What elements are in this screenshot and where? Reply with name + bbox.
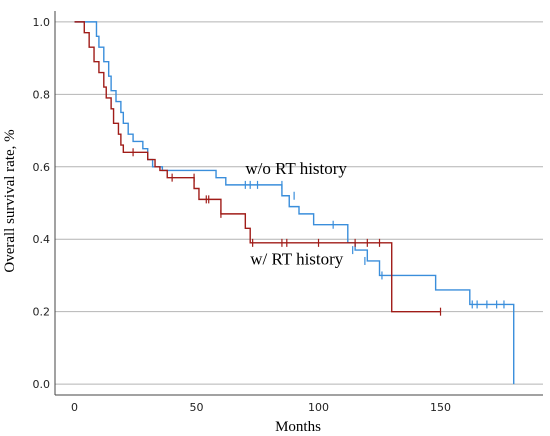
y-axis-title: Overall survival rate, % bbox=[2, 129, 18, 272]
x-tick-label: 150 bbox=[430, 401, 451, 414]
grid-lines bbox=[55, 21, 543, 385]
annotations: w/o RT history w/ RT history bbox=[245, 159, 347, 269]
y-tick-label: 0.0 bbox=[33, 378, 51, 391]
y-tick-label: 0.6 bbox=[33, 161, 51, 174]
y-tick-label: 0.8 bbox=[33, 88, 51, 101]
series-line-w-o-rt-history bbox=[74, 21, 515, 385]
series-line-w-rt-history bbox=[74, 21, 441, 313]
y-tick-label: 0.2 bbox=[33, 306, 51, 319]
x-axis-title: Months bbox=[275, 419, 321, 435]
censor-marks bbox=[132, 148, 505, 316]
y-tick-label: 0.4 bbox=[33, 233, 51, 246]
series-annotation: w/o RT history bbox=[245, 159, 347, 178]
x-tick-label: 50 bbox=[190, 401, 204, 414]
series-annotation: w/ RT history bbox=[250, 250, 344, 269]
x-tick-label: 100 bbox=[308, 401, 329, 414]
tick-labels: 0.0 0.2 0.4 0.6 0.8 1.0 0 50 100 150 bbox=[33, 16, 452, 414]
series-lines bbox=[74, 21, 515, 385]
x-tick-label: 0 bbox=[71, 401, 78, 414]
y-tick-label: 1.0 bbox=[33, 16, 51, 29]
axes bbox=[54, 11, 543, 396]
